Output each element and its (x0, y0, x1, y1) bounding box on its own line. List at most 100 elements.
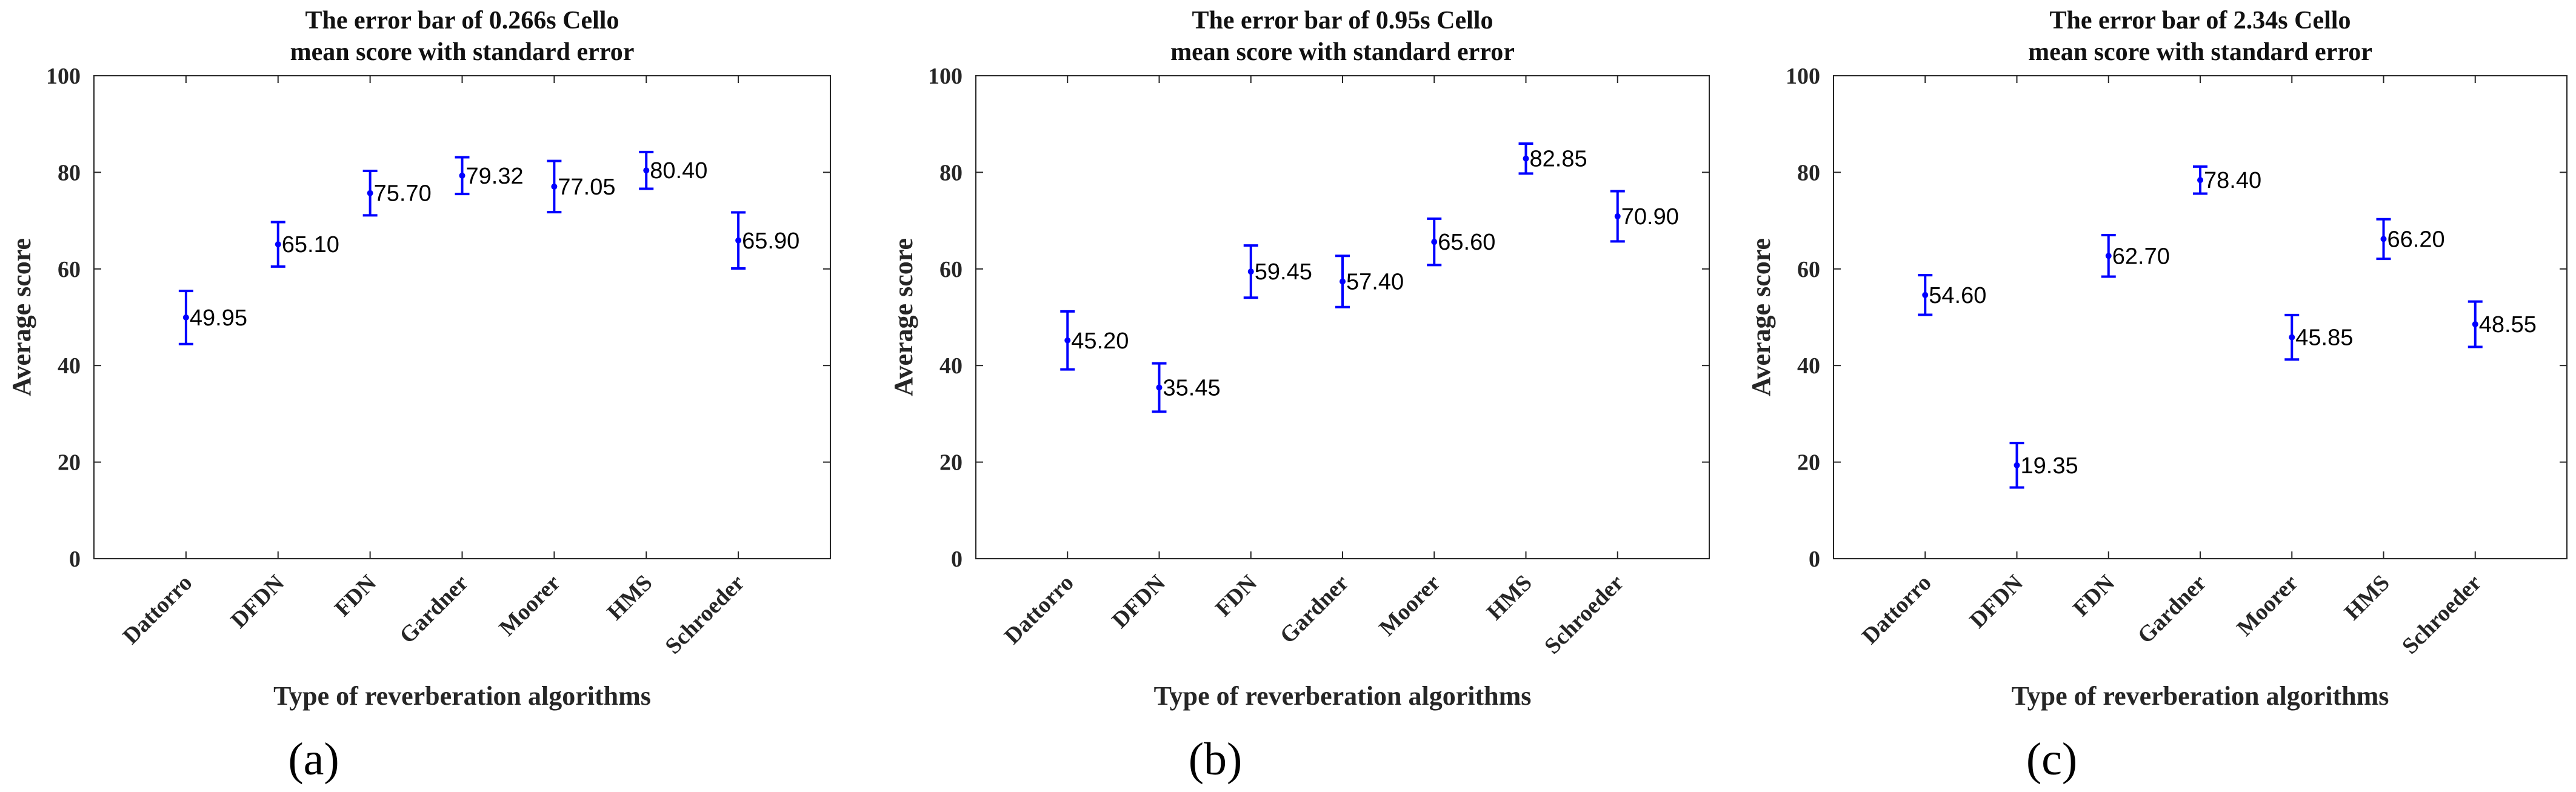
mean-point (643, 167, 650, 174)
chart-title-line: The error bar of 0.266s Cello (305, 7, 619, 35)
mean-point (1431, 239, 1438, 245)
chart-title-line: mean score with standard error (2028, 38, 2372, 66)
chart-panel: 0 20 40 60 80 100 Dattorro DFDN FDN Gardner Moorer… (7, 7, 831, 785)
mean-point (2289, 334, 2295, 341)
x-category-label: Moorer (2232, 570, 2303, 641)
x-category-label: Gardner (395, 570, 473, 649)
data-label: 35.45 (1163, 375, 1221, 401)
y-tick-label: 80 (1797, 160, 1820, 185)
data-label: 70.90 (1621, 204, 1679, 230)
y-tick-label: 100 (1786, 64, 1820, 89)
mean-point (2380, 236, 2387, 242)
mean-point (1247, 268, 1254, 275)
data-label: 80.40 (650, 158, 707, 184)
mean-point (1156, 384, 1163, 391)
y-tick-label: 60 (58, 257, 81, 282)
data-label: 65.60 (1438, 230, 1495, 255)
data-label: 19.35 (2021, 453, 2078, 479)
data-label: 57.40 (1346, 270, 1404, 295)
data-label: 77.05 (558, 175, 615, 200)
mean-point (459, 172, 465, 179)
y-tick-label: 20 (58, 450, 81, 476)
x-axis-label: Type of reverberation algorithms (273, 681, 651, 711)
data-label: 45.85 (2295, 325, 2353, 351)
chart-title-line: mean score with standard error (290, 38, 635, 66)
data-label: 79.32 (466, 164, 524, 189)
data-label: 82.85 (1530, 147, 1587, 172)
x-category-label: DFDN (1107, 570, 1170, 633)
x-category-label: DFDN (226, 570, 289, 633)
x-category-label: Dattorro (118, 570, 198, 650)
mean-point (1523, 155, 1529, 162)
y-tick-label: 20 (939, 450, 963, 476)
x-category-label: Gardner (1275, 570, 1354, 649)
x-axis-label: Type of reverberation algorithms (1154, 681, 1532, 711)
x-category-label: HMS (602, 570, 658, 625)
panel-label: (b) (1189, 734, 1243, 785)
y-tick-label: 0 (951, 547, 963, 572)
y-tick-label: 0 (69, 547, 81, 572)
data-label: 66.20 (2387, 227, 2445, 252)
data-label: 54.60 (1929, 283, 1986, 308)
mean-point (1064, 337, 1071, 344)
x-category-label: DFDN (1965, 570, 2028, 633)
data-label: 75.70 (374, 181, 432, 207)
data-label: 65.90 (742, 228, 799, 254)
y-tick-label: 100 (928, 64, 963, 89)
x-category-label: Moorer (495, 570, 566, 641)
chart-title-line: The error bar of 2.34s Cello (2050, 7, 2351, 35)
x-category-label: Gardner (2133, 570, 2212, 649)
x-category-label: HMS (2340, 570, 2395, 625)
mean-point (182, 314, 189, 321)
x-category-label: FDN (1210, 570, 1262, 622)
y-tick-label: 80 (939, 160, 963, 185)
data-label: 65.10 (282, 232, 339, 258)
x-category-label: HMS (1482, 570, 1537, 625)
y-tick-label: 40 (58, 353, 81, 379)
x-category-label: Schroeder (660, 570, 749, 659)
y-axis-label: Average score (7, 238, 36, 396)
y-tick-label: 40 (939, 353, 963, 379)
mean-point (2105, 253, 2112, 259)
x-category-label: Schroeder (1540, 570, 1629, 659)
panel-label: (a) (288, 734, 339, 785)
mean-point (2472, 321, 2478, 328)
panel-label: (c) (2026, 734, 2077, 785)
y-axis-label: Average score (1746, 238, 1776, 396)
mean-point (735, 237, 742, 244)
y-tick-label: 40 (1797, 353, 1820, 379)
y-tick-label: 100 (46, 64, 81, 89)
mean-point (551, 183, 558, 190)
mean-point (1340, 278, 1346, 285)
y-tick-label: 60 (939, 257, 963, 282)
y-tick-label: 80 (58, 160, 81, 185)
mean-point (1922, 291, 1929, 298)
y-tick-label: 20 (1797, 450, 1820, 476)
mean-point (367, 190, 373, 196)
data-label: 49.95 (190, 305, 247, 331)
x-category-label: Schroeder (2397, 570, 2486, 659)
plot-area (975, 75, 1710, 559)
data-label: 45.20 (1071, 328, 1129, 354)
y-axis-label: Average score (889, 238, 918, 396)
y-tick-label: 0 (1809, 547, 1820, 572)
x-category-label: FDN (2068, 570, 2120, 622)
mean-point (2197, 177, 2203, 184)
data-label: 62.70 (2112, 244, 2170, 269)
x-category-label: Moorer (1374, 570, 1445, 641)
x-category-label: Dattorro (1857, 570, 1937, 650)
chart-title-line: The error bar of 0.95s Cello (1192, 7, 1493, 35)
chart-panel: 0 20 40 60 80 100 Dattorro DFDN FDN Gardner Moorer… (1746, 7, 2568, 785)
plot-area (1833, 75, 2568, 559)
mean-point (2014, 462, 2020, 468)
data-label: 48.55 (2479, 312, 2537, 338)
y-tick-label: 60 (1797, 257, 1820, 282)
mean-point (1614, 213, 1621, 219)
data-label: 78.40 (2204, 168, 2261, 193)
mean-point (275, 241, 281, 248)
data-label: 59.45 (1255, 259, 1312, 285)
x-category-label: FDN (330, 570, 381, 622)
chart-title-line: mean score with standard error (1170, 38, 1515, 66)
